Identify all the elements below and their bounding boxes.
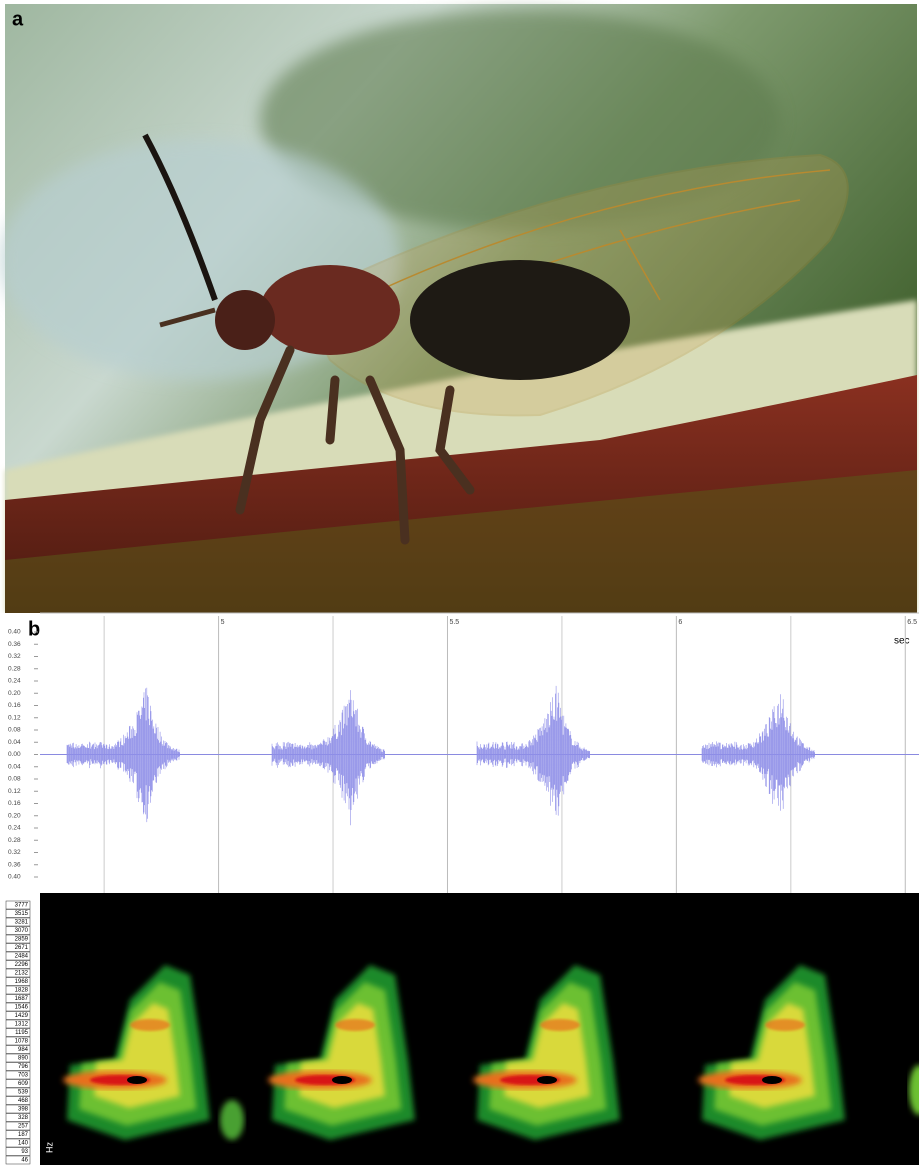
freq-label: 398 [18, 1107, 29, 1113]
freq-label: 3281 [15, 920, 29, 926]
freq-label: 1195 [15, 1030, 29, 1036]
figure: a b sec 5 5.5 6 6.5 0.40 0.36 0.32 0.28 0.24 0.20… [0, 0, 919, 1165]
y-unit: Hz [44, 1142, 54, 1153]
y-tick-label: 0.00 [8, 751, 21, 758]
freq-label: 1546 [15, 1005, 29, 1011]
freq-label: 1312 [15, 1022, 29, 1028]
y-tick-label: 0.40 [8, 629, 21, 636]
freq-label: 796 [18, 1064, 29, 1070]
freq-label: 328 [18, 1115, 29, 1121]
y-tick-label: 0.32 [8, 849, 21, 856]
freq-label: 703 [18, 1073, 29, 1079]
freq-label: 1968 [15, 979, 29, 985]
freq-label: 468 [18, 1098, 29, 1104]
freq-label: 890 [18, 1056, 29, 1062]
freq-label: 539 [18, 1090, 29, 1096]
freq-label: 3070 [15, 928, 29, 934]
spectrogram-band [540, 1019, 580, 1031]
freq-label: 1078 [15, 1039, 29, 1045]
freq-label: 3515 [15, 911, 29, 917]
panel-label: b [28, 618, 40, 640]
y-tick-label: 0.04 [8, 739, 21, 746]
freq-label: 2484 [15, 954, 29, 960]
y-tick-label: 0.04 [8, 763, 21, 770]
freq-label: 2132 [15, 971, 29, 977]
y-tick-label: 0.24 [8, 825, 21, 832]
panel-label: a [12, 8, 24, 30]
freq-label: 1429 [15, 1013, 29, 1019]
spectrogram-core [127, 1076, 147, 1084]
freq-label: 2671 [15, 945, 29, 951]
y-tick-label: 0.28 [8, 665, 21, 672]
spectrogram-band [130, 1019, 170, 1031]
freq-label: 2859 [15, 937, 29, 943]
freq-label: 3777 [15, 903, 29, 909]
y-tick-label: 0.20 [8, 812, 21, 819]
x-tick-label: 6 [678, 619, 682, 626]
y-tick-label: 0.40 [8, 874, 21, 881]
y-tick-label: 0.28 [8, 837, 21, 844]
y-tick-label: 0.24 [8, 678, 21, 685]
y-tick-label: 0.12 [8, 788, 21, 795]
spectrogram-band [335, 1019, 375, 1031]
freq-label: 2296 [15, 962, 29, 968]
x-tick-label: 5 [221, 619, 225, 626]
y-tick-label: 0.08 [8, 727, 21, 734]
freq-label: 93 [21, 1149, 28, 1155]
y-tick-label: 0.16 [8, 800, 21, 807]
y-tick-label: 0.08 [8, 776, 21, 783]
freq-label: 1828 [15, 988, 29, 994]
y-tick-label: 0.36 [8, 641, 21, 648]
y-tick-label: 0.36 [8, 861, 21, 868]
spectrogram-band [765, 1019, 805, 1031]
spectrogram-core [762, 1076, 782, 1084]
freq-label: 984 [18, 1047, 29, 1053]
freq-label: 609 [18, 1081, 29, 1087]
page: a b sec 5 5.5 6 6.5 0.40 0.36 0.32 0.28 0.24 0.20… [0, 0, 919, 1165]
freq-label: 140 [18, 1141, 29, 1147]
x-unit: sec [894, 636, 910, 647]
freq-label: 187 [18, 1132, 29, 1138]
spectrogram-core [332, 1076, 352, 1084]
y-tick-label: 0.32 [8, 653, 21, 660]
waveform-panel: b sec 5 5.5 6 6.5 0.40 0.36 0.32 0.28 0.24 0.20 0.… [0, 613, 919, 893]
x-tick-label: 5.5 [449, 619, 459, 626]
x-tick-label: 6.5 [907, 619, 917, 626]
freq-label: 46 [21, 1158, 28, 1164]
spectrogram-panel: Hz 3777 3515 3281 3070 2859 2671 2484 2296 2132 1… [0, 893, 919, 1165]
y-tick-label: 0.16 [8, 702, 21, 709]
y-tick-label: 0.20 [8, 690, 21, 697]
freq-label: 1687 [15, 996, 29, 1002]
spectrogram-core [537, 1076, 557, 1084]
y-tick-label: 0.12 [8, 714, 21, 721]
spectrogram-energy [220, 1100, 244, 1140]
freq-label: 257 [18, 1124, 29, 1130]
photo: a [0, 4, 917, 613]
